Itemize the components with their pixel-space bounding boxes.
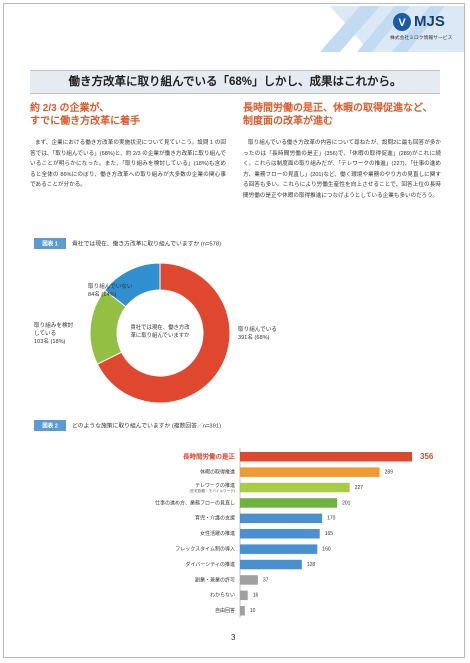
- donut-segment: [103, 262, 161, 308]
- category-label: 休暇の取得推進: [200, 468, 235, 475]
- svg-text:V: V: [398, 17, 406, 29]
- figure-label-box: [34, 420, 66, 431]
- heading-line: すでに働き方改革に着手: [30, 116, 141, 127]
- section-body: まず、企業における働き方改革の実施状況について見ていこう。設問 1 の回答では、…: [30, 140, 226, 188]
- heading-line: 長時間労働の是正、休暇の取得促進など、: [243, 103, 433, 114]
- section-heading: 長時間労働の是正、休暇の取得促進など、 制度面の改革が進む: [243, 102, 453, 128]
- value-label: 165: [325, 531, 334, 537]
- value-label: 356: [420, 452, 434, 461]
- donut-segment: [96, 262, 231, 404]
- page-title: 働き方改革に取り組んでいる「68%」しかし、成果はこれから。: [30, 70, 440, 94]
- bar: [240, 467, 380, 477]
- value-label: 160: [322, 546, 331, 552]
- bar: [240, 498, 338, 508]
- chart-title: どのような施策に取り組んでいますか (複数回答／n=391): [72, 422, 221, 430]
- donut-label: 取り組んでいない 84名 (14%): [88, 283, 148, 299]
- heading-line: 制度面の改革が進む: [243, 116, 333, 127]
- donut-label: 取り組みを検討している 103名 (18%): [34, 322, 76, 346]
- value-label: 37: [263, 577, 269, 583]
- category-label: 取り組みを検討している: [34, 323, 74, 337]
- value-label: 170: [327, 516, 336, 522]
- value-label: 84名: [88, 292, 100, 298]
- bar: [240, 452, 412, 462]
- percent-label: (68%): [254, 335, 270, 341]
- category-label: 自由回答: [215, 607, 235, 614]
- bar: [240, 482, 350, 493]
- category-label: 取り組んでいる: [238, 327, 277, 333]
- bar: [240, 544, 318, 554]
- page-number: 3: [231, 633, 236, 642]
- category-label: フレックスタイム制の導入: [175, 545, 235, 552]
- value-label: 289: [385, 469, 394, 475]
- subcategory-label: (在宅勤務・モバイルワーク): [189, 488, 235, 493]
- figure-label: 図表 2: [42, 421, 58, 429]
- value-label: 103名: [34, 339, 49, 345]
- value-label: 391名: [238, 335, 253, 341]
- section-heading: 約 2/3 の企業が、 すでに働き方改革に着手: [30, 102, 230, 128]
- donut-label: 取り組んでいる 391名 (68%): [238, 326, 294, 342]
- value-label: 201: [342, 500, 351, 506]
- page-frame: [3, 3, 465, 658]
- category-label: 仕事の進め方、業務フローの見直し: [155, 499, 235, 506]
- category-label: わからない: [210, 592, 235, 599]
- value-label: 128: [307, 562, 316, 568]
- figure-label-box: [34, 238, 66, 249]
- bar: [240, 590, 248, 601]
- bar: [240, 575, 258, 585]
- category-label: ダイバーシティの推進: [185, 561, 235, 568]
- heading-line: 約 2/3 の企業が、: [30, 103, 110, 114]
- category-label: 育児・介護の支援: [195, 515, 235, 522]
- logo: MJS: [414, 13, 445, 30]
- bar: [240, 606, 245, 616]
- value-line: 103名 (18%): [34, 338, 76, 346]
- category-label: 女性活躍の推進: [200, 530, 235, 537]
- category-label: 取り組んでいない: [88, 284, 133, 290]
- percent-label: (14%): [101, 292, 117, 298]
- category-label: テレワークの推進: [195, 482, 235, 489]
- figure-label: 図表 1: [42, 239, 58, 247]
- section-body: 取り組んでいる働き方改革の内容について尋ねたが、設問2に最も回答が多かったのは「…: [243, 140, 441, 199]
- company-name: 株式会社ミロク情報サービス: [390, 36, 453, 41]
- value-label: 16: [253, 593, 259, 599]
- center-text: 貴社では現在、働き方改革に取り組んでいますか: [130, 325, 190, 339]
- chart-title: 貴社では現在、働き方改革に取り組んでいますか (n=578): [72, 240, 221, 248]
- value-line: 84名 (14%): [88, 291, 148, 299]
- category-label: 副業・兼業の許可: [195, 576, 235, 583]
- value-line: 391名 (68%): [238, 334, 294, 342]
- bar: [240, 559, 302, 570]
- category-label: 長時間労働の是正: [183, 451, 236, 460]
- percent-label: (18%): [50, 339, 66, 345]
- value-label: 10: [250, 608, 256, 614]
- value-label: 227: [355, 485, 364, 491]
- bar: [240, 529, 320, 539]
- bar: [240, 513, 323, 524]
